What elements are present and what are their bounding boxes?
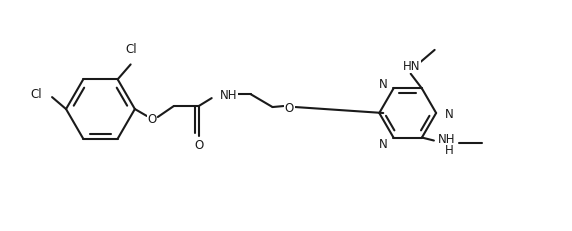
- Text: H: H: [445, 143, 454, 156]
- Text: Cl: Cl: [30, 87, 42, 100]
- Text: O: O: [194, 139, 203, 152]
- Text: N: N: [379, 77, 388, 90]
- Text: Cl: Cl: [126, 43, 137, 56]
- Text: HN: HN: [403, 60, 420, 73]
- Text: N: N: [444, 107, 454, 120]
- Text: N: N: [379, 137, 388, 150]
- Text: O: O: [147, 113, 157, 126]
- Text: NH: NH: [438, 132, 455, 145]
- Text: NH: NH: [220, 88, 237, 101]
- Text: O: O: [285, 101, 294, 114]
